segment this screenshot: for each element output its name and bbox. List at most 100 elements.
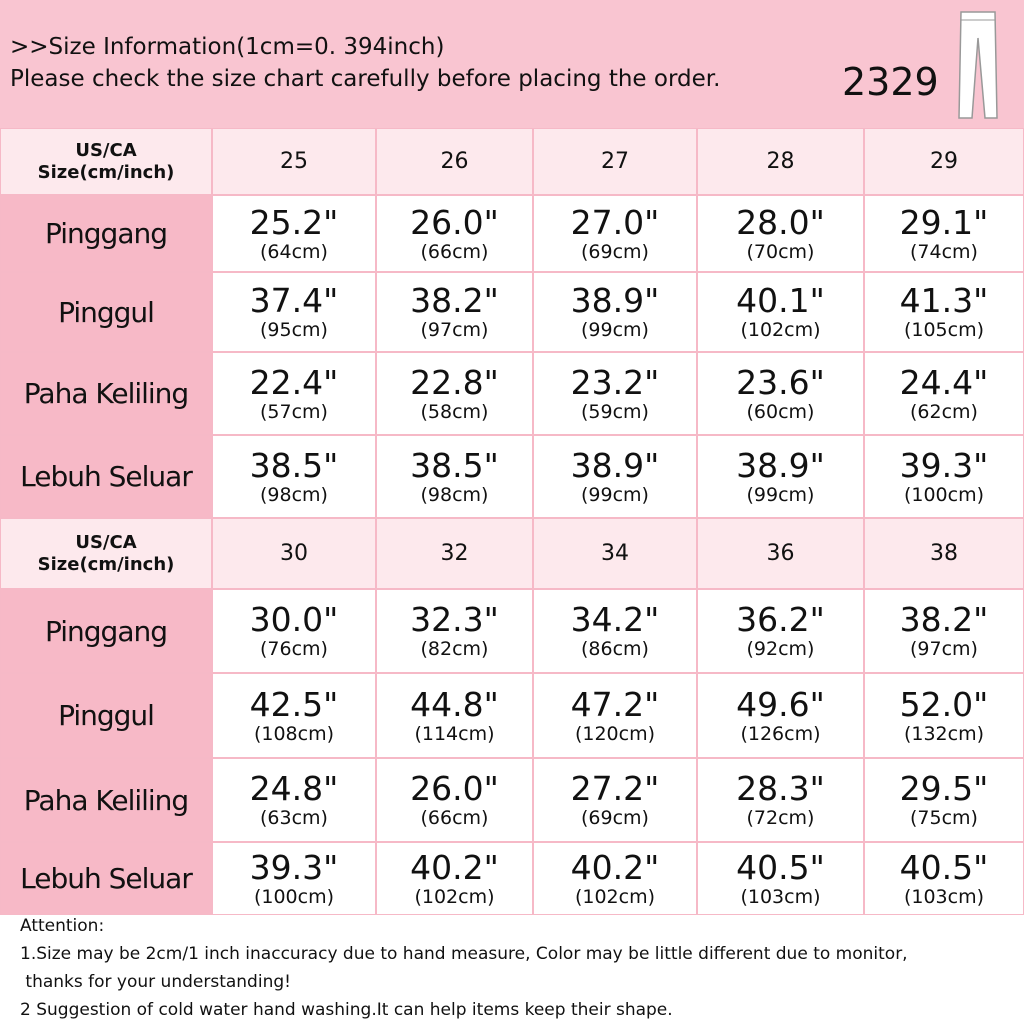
size-header-line: Size(cm/inch) xyxy=(37,161,175,183)
row-label: Pinggang xyxy=(0,589,212,673)
inch-value: 29.1" xyxy=(899,202,989,242)
row-label: Paha Keliling xyxy=(0,758,212,842)
footer-note: 1.Size may be 2cm/1 inch inaccuracy due … xyxy=(20,944,908,964)
cm-value: (98cm) xyxy=(260,483,328,506)
cm-value: (62cm) xyxy=(910,400,978,423)
cm-value: (86cm) xyxy=(581,638,649,660)
size-cell: 41.3" (105cm) xyxy=(864,272,1024,352)
size-cell: 40.5" (103cm) xyxy=(697,842,864,915)
size-cell: 28.0" (70cm) xyxy=(697,195,864,272)
cm-value: (102cm) xyxy=(414,885,495,908)
size-label: 30 xyxy=(212,518,376,589)
cm-value: (114cm) xyxy=(414,722,495,745)
cm-value: (103cm) xyxy=(740,885,821,908)
inch-value: 38.9" xyxy=(570,281,660,320)
cm-value: (75cm) xyxy=(910,807,978,829)
cm-value: (97cm) xyxy=(420,319,489,341)
product-code: 2329 xyxy=(842,60,939,104)
cm-value: (64cm) xyxy=(260,240,328,263)
size-header-line: US/CA xyxy=(75,139,137,161)
inch-value: 30.0" xyxy=(249,600,339,639)
size-label: 28 xyxy=(697,128,864,195)
size-cell: 27.0" (69cm) xyxy=(533,195,697,272)
inch-value: 26.0" xyxy=(410,769,499,808)
inch-value: 23.6" xyxy=(736,362,825,402)
inch-value: 40.1" xyxy=(736,281,825,320)
size-cell: 26.0" (66cm) xyxy=(376,758,533,842)
size-header: US/CA Size(cm/inch) xyxy=(0,128,212,195)
inch-value: 24.4" xyxy=(899,362,989,402)
row-label: Pinggul xyxy=(0,272,212,352)
inch-value: 40.2" xyxy=(410,847,499,887)
pants-icon xyxy=(958,11,998,119)
cm-value: (99cm) xyxy=(581,319,649,341)
inch-value: 34.2" xyxy=(570,600,660,639)
size-cell: 26.0" (66cm) xyxy=(376,195,533,272)
size-cell: 38.9" (99cm) xyxy=(533,435,697,518)
inch-value: 38.5" xyxy=(410,445,499,485)
size-label: 25 xyxy=(212,128,376,195)
size-cell: 40.2" (102cm) xyxy=(533,842,697,915)
inch-value: 38.2" xyxy=(899,600,989,639)
inch-value: 38.9" xyxy=(570,445,660,485)
inch-value: 36.2" xyxy=(736,600,825,639)
size-label: 26 xyxy=(376,128,533,195)
header: >>Size Information(1cm=0. 394inch) Pleas… xyxy=(0,0,1024,128)
cm-value: (126cm) xyxy=(740,722,821,745)
inch-value: 38.2" xyxy=(410,281,499,320)
header-title: >>Size Information(1cm=0. 394inch) xyxy=(10,34,445,60)
cm-value: (99cm) xyxy=(746,483,815,506)
row-label: Pinggang xyxy=(0,195,212,272)
cm-value: (66cm) xyxy=(420,807,489,829)
cm-value: (82cm) xyxy=(420,638,489,660)
cm-value: (74cm) xyxy=(910,240,978,263)
size-cell: 39.3" (100cm) xyxy=(212,842,376,915)
cm-value: (120cm) xyxy=(574,722,656,745)
size-label: 27 xyxy=(533,128,697,195)
footer-note: 2 Suggestion of cold water hand washing.… xyxy=(20,1000,673,1020)
size-label: 32 xyxy=(376,518,533,589)
cm-value: (63cm) xyxy=(260,807,328,829)
footer-note: Attention: xyxy=(20,916,105,936)
size-cell: 38.2" (97cm) xyxy=(376,272,533,352)
cm-value: (102cm) xyxy=(574,885,656,908)
inch-value: 22.4" xyxy=(249,362,339,402)
size-header-line: Size(cm/inch) xyxy=(37,553,175,575)
size-cell: 29.5" (75cm) xyxy=(864,758,1024,842)
size-cell: 29.1" (74cm) xyxy=(864,195,1024,272)
inch-value: 39.3" xyxy=(249,847,339,887)
size-cell: 22.8" (58cm) xyxy=(376,352,533,435)
inch-value: 42.5" xyxy=(249,684,339,724)
size-cell: 38.5" (98cm) xyxy=(376,435,533,518)
inch-value: 32.3" xyxy=(410,600,499,639)
size-cell: 23.6" (60cm) xyxy=(697,352,864,435)
cm-value: (132cm) xyxy=(903,722,985,745)
size-cell: 47.2" (120cm) xyxy=(533,673,697,758)
inch-value: 25.2" xyxy=(249,202,339,242)
cm-value: (98cm) xyxy=(420,483,489,506)
inch-value: 38.5" xyxy=(249,445,339,485)
size-label: 34 xyxy=(533,518,697,589)
size-cell: 38.5" (98cm) xyxy=(212,435,376,518)
size-cell: 38.9" (99cm) xyxy=(697,435,864,518)
cm-value: (69cm) xyxy=(581,240,649,263)
size-header: US/CA Size(cm/inch) xyxy=(0,518,212,589)
size-label: 38 xyxy=(864,518,1024,589)
inch-value: 40.2" xyxy=(570,847,660,887)
inch-value: 27.2" xyxy=(570,769,660,808)
inch-value: 49.6" xyxy=(736,684,825,724)
inch-value: 28.0" xyxy=(736,202,825,242)
footer-note: thanks for your understanding! xyxy=(20,972,291,992)
cm-value: (108cm) xyxy=(253,722,335,745)
cm-value: (66cm) xyxy=(420,240,489,263)
cm-value: (105cm) xyxy=(903,319,985,341)
size-cell: 38.2" (97cm) xyxy=(864,589,1024,673)
size-cell: 42.5" (108cm) xyxy=(212,673,376,758)
size-cell: 37.4" (95cm) xyxy=(212,272,376,352)
cm-value: (58cm) xyxy=(420,400,489,423)
size-cell: 23.2" (59cm) xyxy=(533,352,697,435)
size-cell: 32.3" (82cm) xyxy=(376,589,533,673)
size-cell: 40.5" (103cm) xyxy=(864,842,1024,915)
size-header-line: US/CA xyxy=(75,531,137,553)
cm-value: (99cm) xyxy=(581,483,649,506)
